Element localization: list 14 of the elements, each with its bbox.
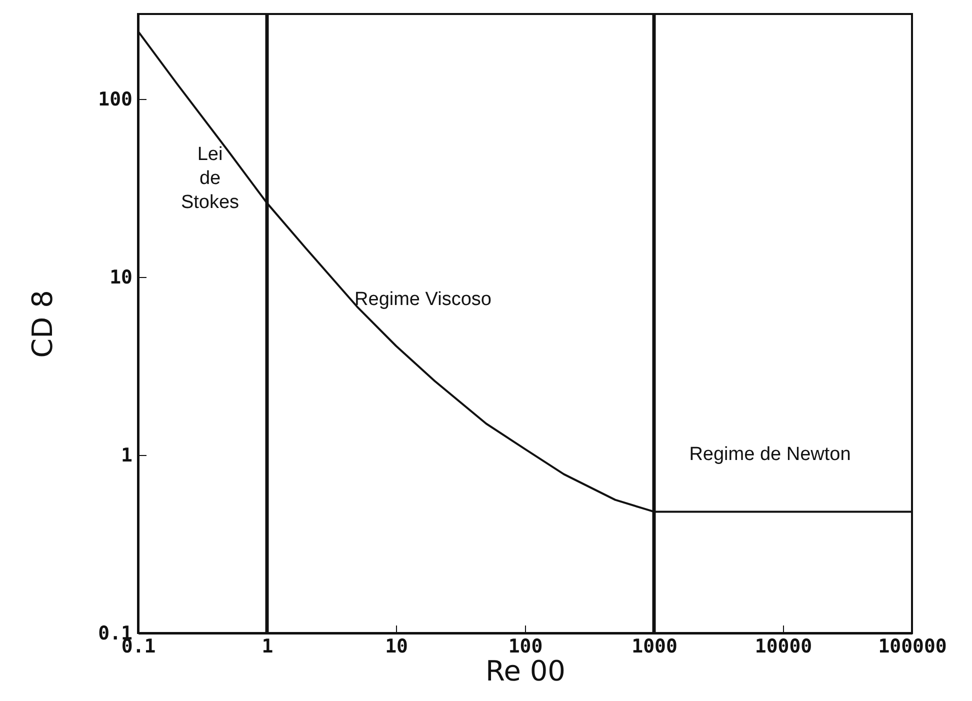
x-tick-label: 1 xyxy=(262,636,274,658)
y-tick-label: 1 xyxy=(121,444,132,466)
x-axis-title: Re 00 xyxy=(486,654,566,688)
annotation: Regime Viscoso xyxy=(354,289,492,310)
y-tick-label: 100 xyxy=(98,88,132,110)
y-axis-title: CD 8 xyxy=(26,290,60,358)
x-tick-label: 10000 xyxy=(754,636,812,658)
annotation: Regime de Newton xyxy=(689,444,851,465)
annotation: Lei de Stokes xyxy=(180,144,240,213)
x-tick-label: 100 xyxy=(508,636,543,658)
x-tick-label: 1000 xyxy=(632,636,678,658)
x-tick-label: 10 xyxy=(385,636,408,658)
x-tick-label: 100000 xyxy=(878,636,947,658)
y-tick-label: 10 xyxy=(110,266,132,288)
